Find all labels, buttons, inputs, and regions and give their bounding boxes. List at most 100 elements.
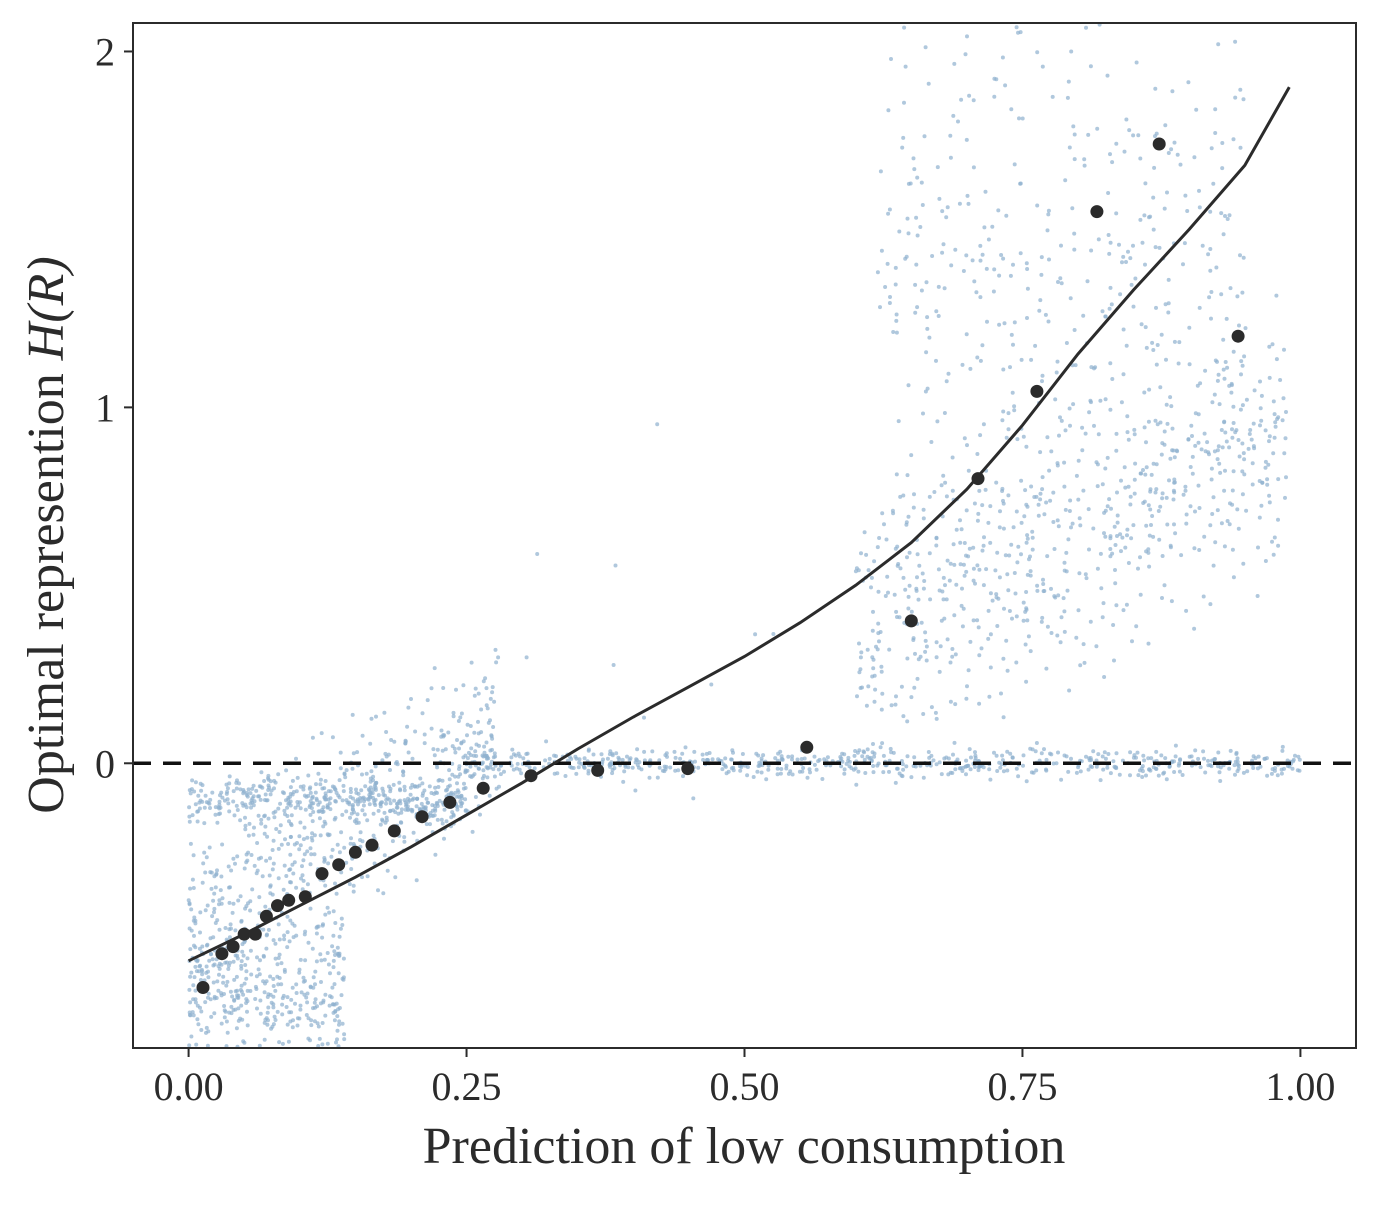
raw-point: [1125, 527, 1130, 532]
raw-point: [402, 835, 407, 840]
raw-point: [729, 757, 734, 762]
raw-point: [937, 669, 942, 674]
raw-point: [1010, 755, 1015, 760]
raw-point: [1273, 766, 1278, 771]
raw-point: [936, 284, 941, 289]
raw-point: [1258, 379, 1262, 384]
raw-point: [459, 711, 464, 716]
raw-point: [281, 993, 286, 998]
raw-point: [1154, 487, 1159, 492]
raw-point: [965, 193, 970, 198]
raw-point: [465, 768, 470, 773]
raw-point: [1024, 607, 1029, 612]
raw-point: [869, 575, 874, 580]
raw-point: [344, 798, 349, 803]
raw-point: [1074, 770, 1079, 775]
raw-point: [1045, 554, 1050, 559]
raw-point: [877, 639, 881, 644]
raw-point: [226, 963, 231, 968]
raw-point: [1170, 89, 1175, 94]
raw-point: [924, 280, 929, 285]
raw-point: [328, 796, 333, 801]
raw-point: [1014, 766, 1019, 771]
raw-point: [925, 315, 930, 320]
raw-point: [1046, 319, 1051, 324]
raw-point: [1024, 444, 1029, 449]
raw-point: [218, 793, 222, 798]
raw-point: [1141, 753, 1146, 758]
raw-point: [217, 966, 222, 971]
raw-point: [1078, 663, 1083, 668]
raw-point: [457, 767, 461, 771]
raw-point: [1241, 97, 1246, 102]
raw-point: [1143, 181, 1148, 186]
raw-point: [633, 788, 638, 793]
raw-point: [1149, 523, 1153, 527]
raw-point: [221, 974, 226, 979]
raw-point: [297, 1016, 302, 1021]
raw-point: [927, 551, 932, 556]
raw-point: [384, 797, 389, 802]
raw-point: [952, 740, 957, 745]
raw-point: [401, 769, 405, 774]
raw-point: [1076, 458, 1081, 463]
raw-point: [1131, 133, 1136, 138]
raw-point: [1123, 545, 1128, 550]
raw-point: [905, 473, 910, 478]
raw-point: [1080, 448, 1085, 453]
raw-point: [284, 874, 289, 878]
raw-point: [1089, 248, 1094, 253]
raw-point: [1231, 421, 1236, 425]
raw-point: [1156, 509, 1161, 513]
raw-point: [1051, 761, 1056, 766]
raw-point: [1138, 156, 1143, 161]
raw-point: [945, 637, 950, 642]
raw-point: [983, 487, 988, 492]
raw-point: [340, 812, 345, 817]
raw-point: [388, 808, 393, 813]
raw-point: [288, 918, 293, 923]
x-tick-label: 0.50: [710, 1064, 780, 1109]
raw-point: [280, 1002, 285, 1007]
raw-point: [189, 928, 194, 933]
raw-point: [903, 256, 908, 261]
raw-point: [1262, 756, 1267, 761]
raw-point: [268, 974, 273, 979]
raw-point: [473, 795, 478, 799]
raw-point: [268, 992, 273, 997]
raw-point: [356, 802, 360, 807]
raw-point: [188, 886, 193, 891]
raw-point: [266, 1005, 271, 1010]
raw-point: [863, 771, 868, 775]
raw-point: [361, 803, 366, 808]
raw-point: [965, 684, 969, 689]
y-axis-title: Optimal represention H(R): [18, 256, 75, 813]
raw-point: [369, 769, 374, 774]
raw-point: [188, 974, 193, 979]
raw-point: [1124, 343, 1129, 348]
raw-point: [775, 766, 780, 771]
raw-point: [442, 836, 446, 841]
raw-point: [340, 976, 345, 981]
raw-point: [325, 1041, 330, 1046]
raw-point: [1175, 152, 1180, 157]
raw-point: [482, 773, 486, 778]
raw-point: [1251, 421, 1256, 426]
raw-point: [887, 769, 891, 774]
raw-point: [1050, 94, 1055, 99]
raw-point: [1040, 487, 1045, 492]
raw-point: [880, 741, 885, 746]
raw-point: [191, 983, 196, 988]
raw-point: [295, 1023, 300, 1028]
raw-point: [235, 956, 240, 961]
raw-point: [1072, 247, 1077, 252]
raw-point: [968, 767, 973, 772]
raw-point: [209, 886, 214, 891]
raw-point: [960, 586, 964, 591]
raw-point: [923, 45, 928, 50]
raw-point: [1001, 498, 1005, 503]
raw-point: [1195, 383, 1200, 388]
raw-point: [259, 855, 263, 860]
raw-point: [973, 750, 977, 755]
